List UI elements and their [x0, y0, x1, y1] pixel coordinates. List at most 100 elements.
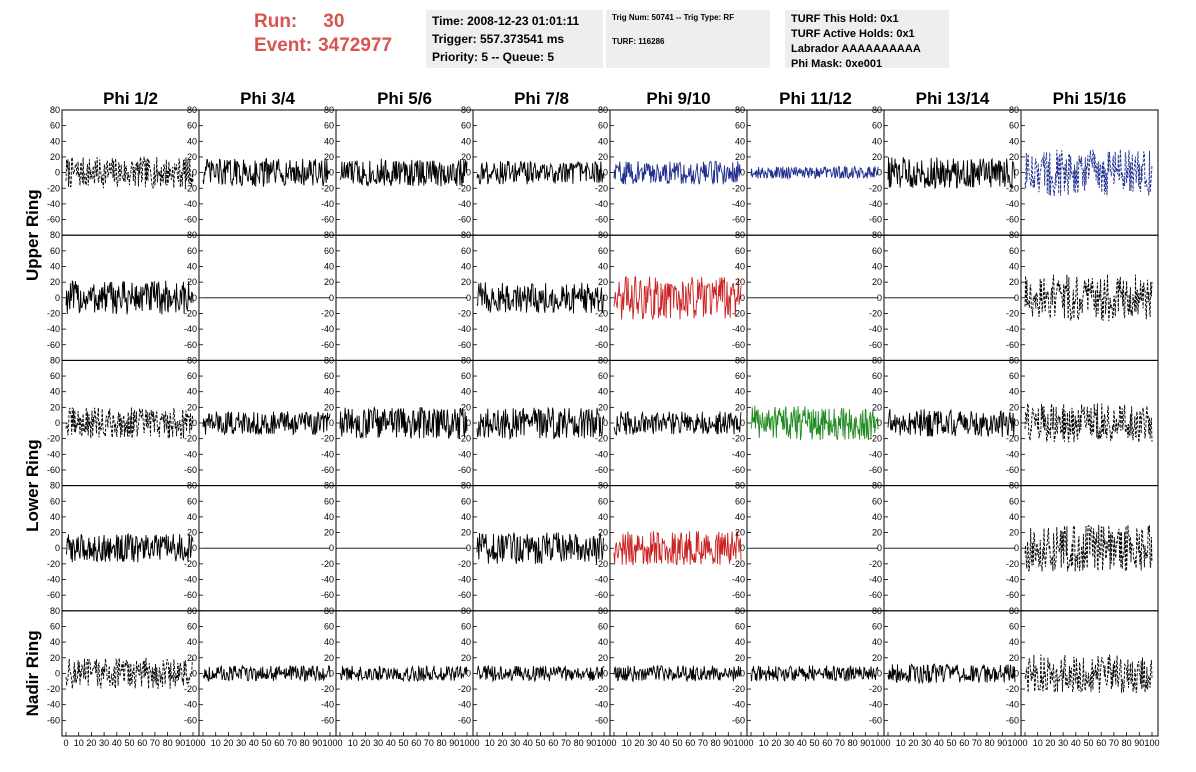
y-tick-label: -20 [321, 559, 334, 569]
x-tick-label: 90 [449, 738, 459, 748]
y-tick-label: 0 [603, 418, 608, 428]
y-tick-label: 40 [324, 512, 334, 522]
x-tick-label: 60 [822, 738, 832, 748]
y-tick-label: 20 [1009, 653, 1019, 663]
x-tick-label: 20 [360, 738, 370, 748]
x-tick-label: 50 [809, 738, 819, 748]
y-tick-label: 40 [598, 262, 608, 272]
y-tick-label: -40 [732, 449, 745, 459]
x-tick-label: 100 [322, 738, 337, 748]
y-tick-label: -40 [732, 324, 745, 334]
waveform-line [476, 406, 605, 441]
y-tick-label: 20 [872, 152, 882, 162]
x-tick-label: 10 [622, 738, 632, 748]
x-tick-label: 0 [337, 738, 342, 748]
y-tick-label: 60 [598, 121, 608, 131]
x-tick-label: 50 [1083, 738, 1093, 748]
y-tick-label: 40 [187, 512, 197, 522]
y-tick-label: 80 [598, 606, 608, 616]
y-tick-label: 60 [50, 496, 60, 506]
waveform-line [613, 410, 742, 436]
y-tick-label: -40 [321, 324, 334, 334]
y-tick-label: 0 [466, 168, 471, 178]
y-tick-label: -60 [321, 215, 334, 225]
y-tick-label: -20 [458, 308, 471, 318]
y-tick-label: 20 [461, 402, 471, 412]
x-tick-label: 80 [848, 738, 858, 748]
y-tick-label: -20 [458, 434, 471, 444]
y-tick-label: 40 [1009, 512, 1019, 522]
y-tick-label: -20 [869, 308, 882, 318]
y-tick-label: -40 [869, 575, 882, 585]
x-tick-label: 20 [908, 738, 918, 748]
waveform-line [65, 156, 194, 189]
x-tick-label: 0 [885, 738, 890, 748]
run-label: Run: [254, 11, 298, 32]
y-tick-label: 20 [1009, 528, 1019, 538]
y-tick-label: -40 [595, 700, 608, 710]
x-tick-label: 50 [946, 738, 956, 748]
x-tick-label: 80 [985, 738, 995, 748]
y-tick-label: 40 [1009, 387, 1019, 397]
x-tick-label: 10 [896, 738, 906, 748]
x-tick-label: 100 [596, 738, 611, 748]
y-tick-label: 20 [1009, 277, 1019, 287]
y-tick-label: 40 [50, 512, 60, 522]
y-tick-label: 60 [872, 246, 882, 256]
y-tick-label: 20 [461, 152, 471, 162]
y-tick-label: 0 [55, 168, 60, 178]
waveform-line [750, 665, 879, 683]
y-tick-label: 80 [872, 355, 882, 365]
y-tick-label: -40 [869, 324, 882, 334]
x-tick-label: 80 [163, 738, 173, 748]
x-tick-label: 50 [535, 738, 545, 748]
waveform-line [476, 664, 605, 683]
y-tick-label: -60 [1006, 465, 1019, 475]
waveform-line [1024, 403, 1153, 443]
x-tick-label: 100 [185, 738, 200, 748]
y-tick-label: -20 [732, 434, 745, 444]
y-tick-label: 40 [461, 136, 471, 146]
x-tick-label: 20 [497, 738, 507, 748]
y-tick-label: 60 [50, 621, 60, 631]
y-tick-label: -40 [47, 575, 60, 585]
x-tick-label: 0 [200, 738, 205, 748]
x-tick-label: 20 [771, 738, 781, 748]
y-tick-label: -20 [1006, 684, 1019, 694]
x-tick-label: 80 [300, 738, 310, 748]
y-tick-label: 60 [461, 621, 471, 631]
y-tick-label: -40 [458, 700, 471, 710]
y-tick-label: 60 [872, 371, 882, 381]
y-tick-label: 20 [50, 653, 60, 663]
y-tick-label: -20 [321, 684, 334, 694]
y-tick-label: 20 [50, 402, 60, 412]
y-tick-label: 0 [466, 293, 471, 303]
y-tick-label: 60 [461, 371, 471, 381]
y-tick-label: 80 [50, 230, 60, 240]
y-tick-label: 0 [877, 168, 882, 178]
x-tick-label: 0 [611, 738, 616, 748]
y-tick-label: 40 [324, 387, 334, 397]
y-tick-label: -40 [732, 700, 745, 710]
x-tick-label: 70 [150, 738, 160, 748]
y-tick-label: 0 [192, 168, 197, 178]
x-tick-label: 60 [137, 738, 147, 748]
x-tick-label: 40 [934, 738, 944, 748]
y-tick-label: 20 [324, 528, 334, 538]
event-line: Event: 3472977 [254, 34, 392, 58]
y-tick-label: 60 [187, 496, 197, 506]
y-tick-label: 20 [735, 402, 745, 412]
y-tick-label: 0 [466, 668, 471, 678]
y-tick-label: -60 [1006, 590, 1019, 600]
y-tick-label: -60 [732, 465, 745, 475]
y-tick-label: -20 [732, 684, 745, 694]
y-tick-label: 60 [1009, 121, 1019, 131]
x-tick-label: 100 [1007, 738, 1022, 748]
y-tick-label: 60 [324, 246, 334, 256]
y-tick-label: 40 [461, 262, 471, 272]
waveform-line [1024, 149, 1153, 197]
waveform-line [202, 664, 331, 683]
y-tick-label: 80 [872, 606, 882, 616]
y-tick-label: 40 [872, 387, 882, 397]
